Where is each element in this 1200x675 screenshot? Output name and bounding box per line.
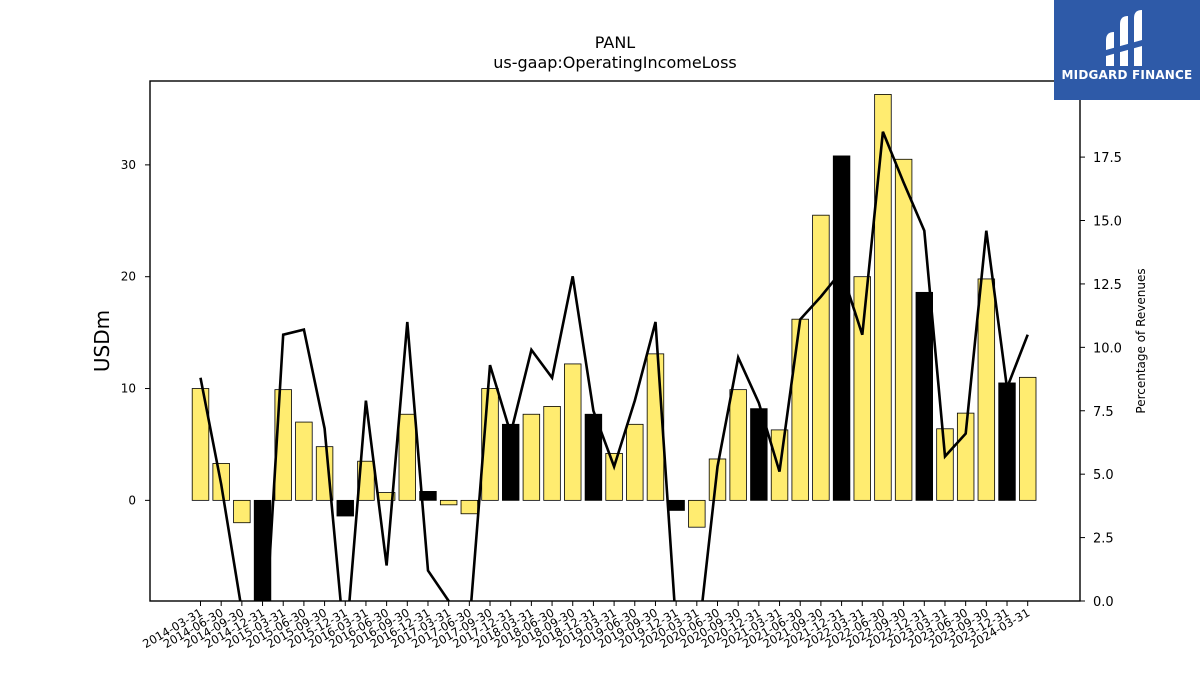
bar <box>832 155 851 501</box>
y2-axis-label: Percentage of Revenues <box>1134 268 1148 413</box>
bar <box>419 491 437 501</box>
y2-tick-label: 10.0 <box>1093 341 1122 356</box>
bar <box>460 499 479 515</box>
bar <box>688 499 706 528</box>
bar <box>894 158 913 501</box>
y2-tick-label: 17.5 <box>1093 151 1122 166</box>
bar <box>191 388 210 501</box>
logo-text: MIDGARD FINANCE <box>1061 68 1193 82</box>
bar <box>605 452 623 501</box>
chart-title: PANL <box>594 33 636 52</box>
bar <box>874 94 892 501</box>
y2-tick-label: 15.0 <box>1093 215 1122 230</box>
bar <box>977 278 996 501</box>
y-axis-label: USDm <box>90 310 114 372</box>
bar <box>233 499 251 524</box>
bar <box>956 412 975 501</box>
plot-frame <box>149 80 1081 602</box>
y-tick-label: 0 <box>128 493 136 507</box>
y-tick-label: 30 <box>121 158 136 172</box>
bar <box>708 458 727 501</box>
bar <box>398 413 417 501</box>
bar <box>667 499 685 511</box>
bar <box>812 214 830 501</box>
bar <box>729 389 747 501</box>
y2-tick-label: 2.5 <box>1093 532 1114 547</box>
percentage-line <box>199 131 1029 601</box>
y2-tick-label: 5.0 <box>1093 468 1114 483</box>
brand-logo: MIDGARD FINANCE <box>1054 0 1200 100</box>
bar <box>564 363 582 501</box>
bar <box>522 413 541 501</box>
y2-tick-label: 12.5 <box>1093 278 1122 293</box>
bar <box>936 428 954 501</box>
bar <box>646 353 665 501</box>
y2-tick-label: 0.0 <box>1093 595 1114 610</box>
bar <box>336 499 354 517</box>
bar <box>915 291 934 501</box>
bar <box>439 499 458 506</box>
y2-tick-label: 7.5 <box>1093 405 1114 420</box>
plot-area <box>191 94 1037 601</box>
chart-subtitle: us-gaap:OperatingIncomeLoss <box>493 53 737 72</box>
bar <box>853 276 871 501</box>
bar <box>998 382 1016 501</box>
bar <box>791 318 809 501</box>
bar <box>750 408 768 501</box>
bar <box>626 423 644 501</box>
bar <box>543 406 561 501</box>
bar <box>501 423 520 501</box>
logo-mark-icon <box>1106 10 1142 66</box>
bar <box>295 421 313 501</box>
y-tick-label: 20 <box>121 270 136 284</box>
bar <box>1019 376 1037 501</box>
bar <box>357 460 375 501</box>
y-tick-label: 10 <box>121 382 136 396</box>
